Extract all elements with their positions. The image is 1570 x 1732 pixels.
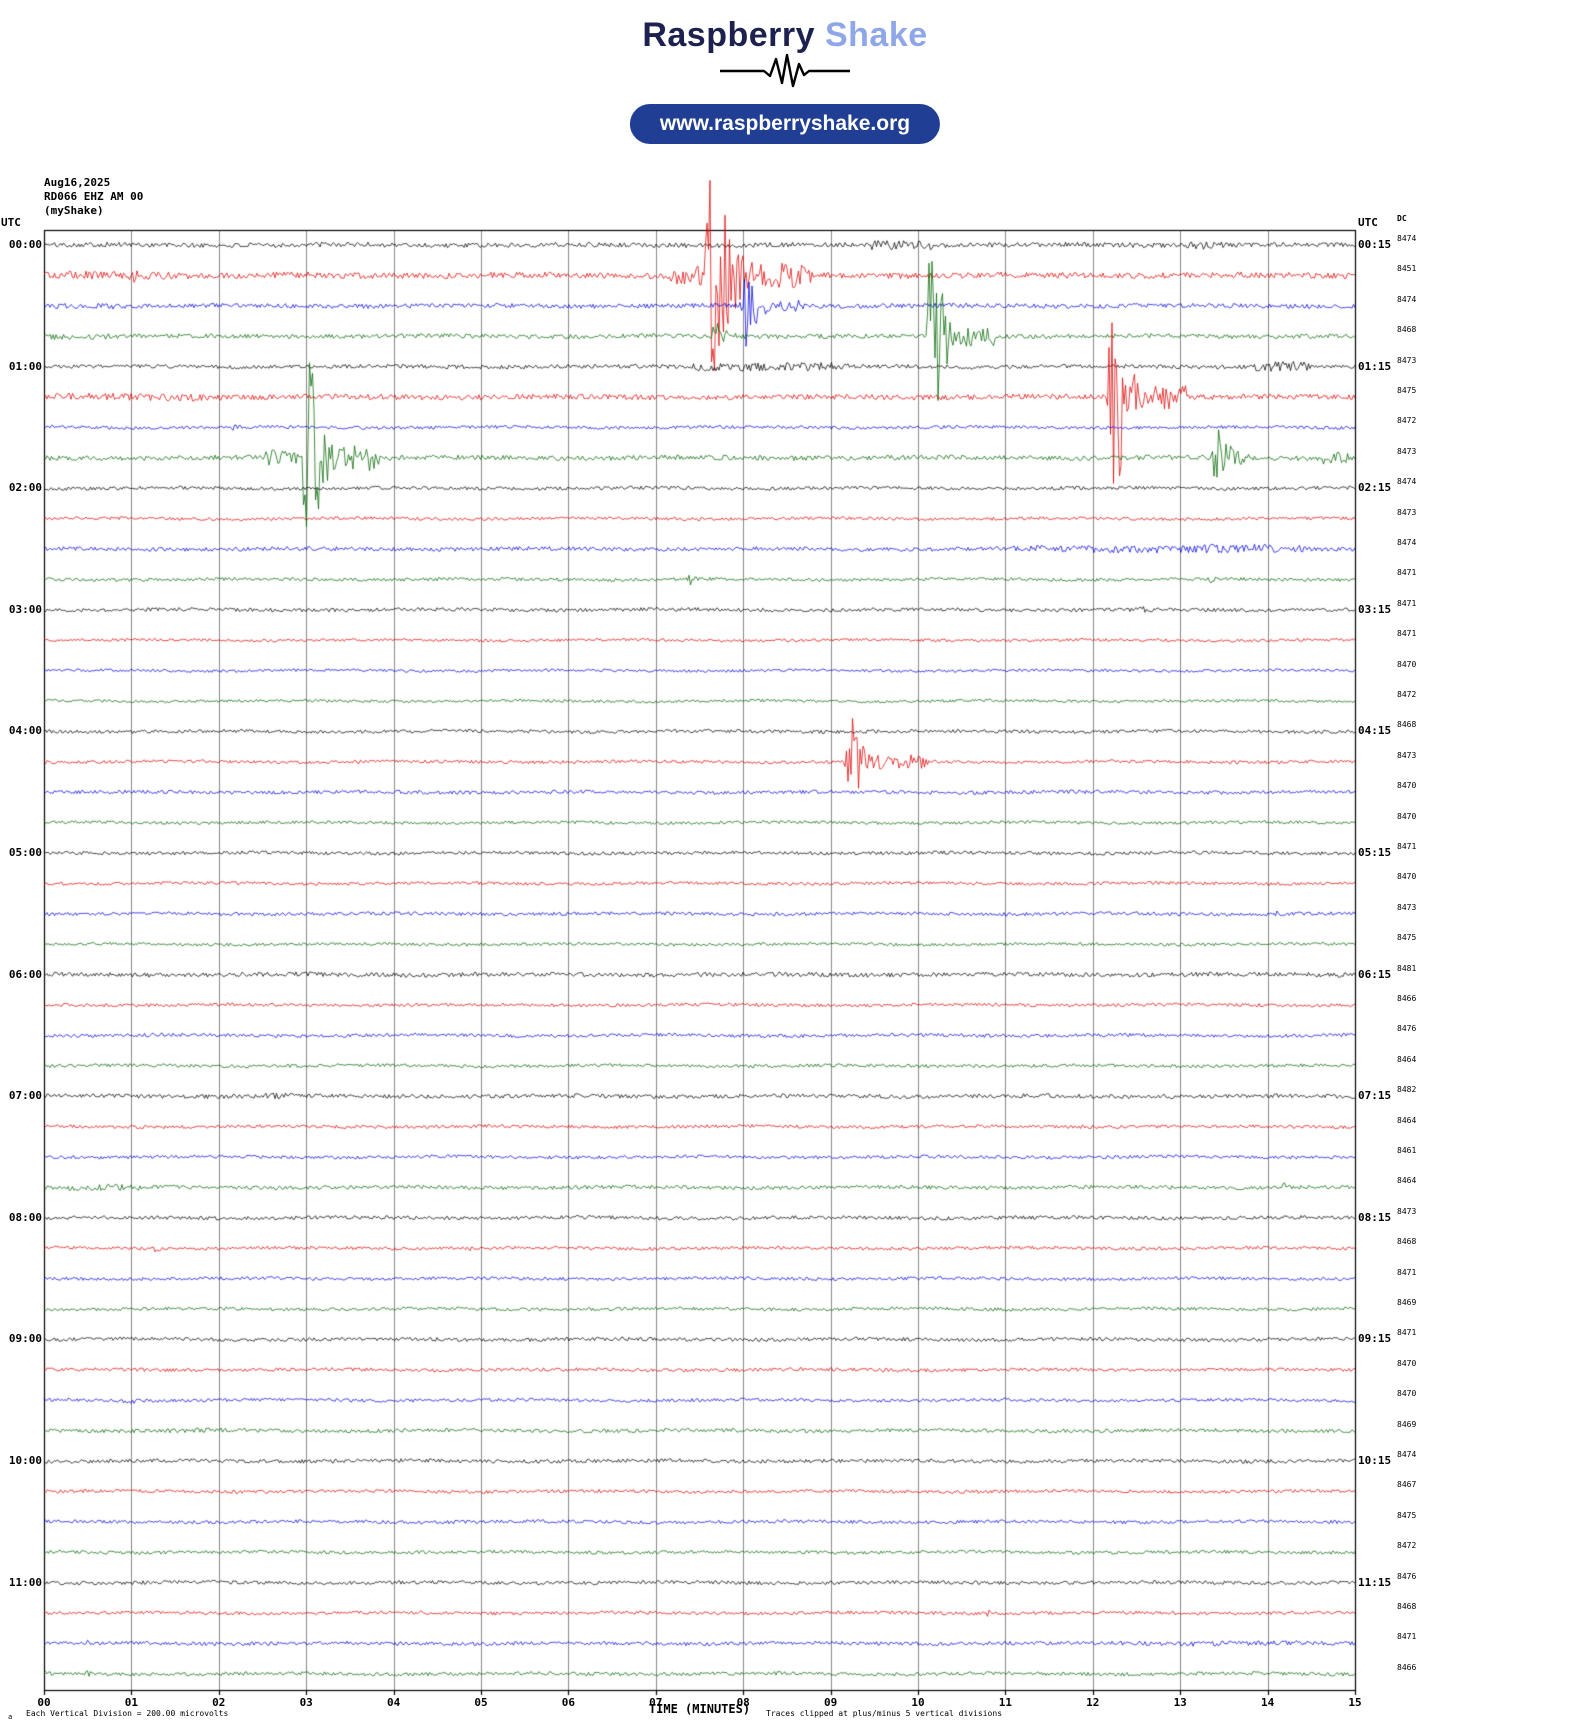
dc-value: 8468 bbox=[1397, 720, 1417, 730]
hour-label-right: 09:15 bbox=[1358, 1332, 1392, 1346]
x-tick-label: 01 bbox=[124, 1696, 139, 1709]
dc-value: 8473 bbox=[1397, 355, 1417, 365]
dc-value: 8470 bbox=[1397, 781, 1417, 791]
hour-label-left: 11:00 bbox=[8, 1575, 42, 1589]
x-tick-label: 15 bbox=[1348, 1696, 1362, 1709]
hour-label-right: 11:15 bbox=[1358, 1575, 1392, 1589]
hour-label-left: 08:00 bbox=[8, 1210, 42, 1224]
dc-value: 8466 bbox=[1397, 994, 1417, 1003]
hour-label-left: 03:00 bbox=[8, 602, 42, 616]
hour-label-left: 01:00 bbox=[8, 359, 42, 373]
x-tick-label: 08 bbox=[736, 1696, 750, 1709]
dc-value: 8474 bbox=[1397, 477, 1417, 487]
dc-value: 8470 bbox=[1397, 1358, 1417, 1368]
dc-value: 8469 bbox=[1397, 1419, 1417, 1429]
hour-label-left: 09:00 bbox=[8, 1332, 42, 1346]
dc-value: 8474 bbox=[1397, 1450, 1417, 1459]
x-tick-label: 04 bbox=[386, 1696, 401, 1709]
dc-value: 8470 bbox=[1397, 659, 1417, 669]
dc-value: 8476 bbox=[1397, 1571, 1417, 1581]
x-tick-label: 14 bbox=[1260, 1696, 1275, 1709]
dc-value: 8470 bbox=[1397, 872, 1417, 882]
dc-value: 8472 bbox=[1397, 1541, 1417, 1551]
x-tick-label: 11 bbox=[998, 1696, 1013, 1709]
x-tick-label: 03 bbox=[299, 1696, 313, 1709]
hour-label-right: 04:15 bbox=[1358, 724, 1392, 738]
dc-value: 8473 bbox=[1397, 902, 1417, 912]
dc-value: 8473 bbox=[1397, 446, 1417, 456]
dc-value: 8469 bbox=[1397, 1298, 1417, 1307]
hour-label-right: 03:15 bbox=[1358, 602, 1392, 616]
x-axis-title: TIME (MINUTES) bbox=[648, 1702, 751, 1716]
dc-value: 8468 bbox=[1397, 1602, 1417, 1611]
dc-value: 8472 bbox=[1397, 416, 1417, 426]
x-tick-label: 13 bbox=[1173, 1696, 1187, 1709]
dc-value: 8461 bbox=[1397, 1146, 1417, 1155]
hour-label-left: 07:00 bbox=[8, 1089, 42, 1103]
x-tick-label: 09 bbox=[823, 1696, 838, 1709]
dc-value: 8468 bbox=[1397, 325, 1417, 335]
dc-value: 8474 bbox=[1397, 294, 1417, 304]
clipping-note: Traces clipped at plus/minus 5 vertical … bbox=[766, 1709, 1003, 1718]
dc-value: 8467 bbox=[1397, 1480, 1417, 1490]
hour-label-left: 10:00 bbox=[8, 1454, 42, 1467]
dc-value: 8471 bbox=[1397, 629, 1417, 639]
hour-label-left: 06:00 bbox=[8, 967, 42, 981]
dc-value: 8471 bbox=[1397, 598, 1417, 608]
dc-value: 8473 bbox=[1397, 507, 1417, 517]
dc-value: 8482 bbox=[1397, 1085, 1417, 1095]
dc-value: 8471 bbox=[1397, 1267, 1417, 1277]
hour-label-right: 10:15 bbox=[1358, 1454, 1392, 1467]
vertical-division-note: Each Vertical Division = 200.00 microvol… bbox=[26, 1709, 229, 1718]
dc-value: 8464 bbox=[1397, 1115, 1417, 1125]
footnote-marker: a bbox=[8, 1713, 13, 1721]
hour-label-right: 02:15 bbox=[1358, 481, 1392, 495]
dc-value: 8471 bbox=[1397, 1328, 1417, 1338]
x-tick-label: 06 bbox=[561, 1696, 576, 1709]
dc-value: 8475 bbox=[1397, 933, 1417, 943]
dc-value: 8464 bbox=[1397, 1054, 1417, 1064]
x-tick-label: 07 bbox=[649, 1696, 663, 1709]
dc-value: 8472 bbox=[1397, 690, 1417, 699]
hour-label-left: 04:00 bbox=[8, 724, 42, 738]
hour-label-left: 00:00 bbox=[8, 238, 42, 251]
hour-label-right: 01:15 bbox=[1358, 359, 1392, 373]
x-tick-label: 10 bbox=[911, 1696, 925, 1709]
dc-value: 8468 bbox=[1397, 1237, 1417, 1247]
dc-value: 8471 bbox=[1397, 1632, 1417, 1642]
dc-value: 8471 bbox=[1397, 842, 1417, 851]
hour-label-right: 08:15 bbox=[1358, 1210, 1392, 1224]
dc-value: 8470 bbox=[1397, 1389, 1417, 1399]
dc-value: 8451 bbox=[1397, 264, 1417, 274]
hour-label-right: 07:15 bbox=[1358, 1089, 1392, 1103]
dc-value: 8471 bbox=[1397, 568, 1417, 578]
dc-value: 8475 bbox=[1397, 1510, 1417, 1520]
dc-value: 8464 bbox=[1397, 1176, 1417, 1186]
x-tick-label: 00 bbox=[37, 1696, 51, 1709]
dc-value: 8476 bbox=[1397, 1024, 1417, 1034]
hour-label-right: 06:15 bbox=[1358, 967, 1392, 981]
hour-label-right: 00:15 bbox=[1358, 238, 1392, 251]
hour-label-left: 05:00 bbox=[8, 846, 42, 859]
hour-label-right: 05:15 bbox=[1358, 846, 1392, 859]
dc-value: 8466 bbox=[1397, 1662, 1417, 1672]
dc-value: 8474 bbox=[1397, 538, 1417, 547]
x-tick-label: 02 bbox=[212, 1696, 226, 1709]
x-tick-label: 12 bbox=[1086, 1696, 1100, 1709]
hour-label-left: 02:00 bbox=[8, 481, 42, 495]
dc-value: 8470 bbox=[1397, 811, 1417, 821]
dc-value: 8474 bbox=[1397, 234, 1417, 243]
dc-value: 8473 bbox=[1397, 750, 1417, 760]
dc-value: 8481 bbox=[1397, 963, 1417, 973]
dc-value: 8473 bbox=[1397, 1206, 1417, 1216]
dc-value: 8475 bbox=[1397, 386, 1417, 395]
x-tick-label: 05 bbox=[474, 1696, 488, 1709]
